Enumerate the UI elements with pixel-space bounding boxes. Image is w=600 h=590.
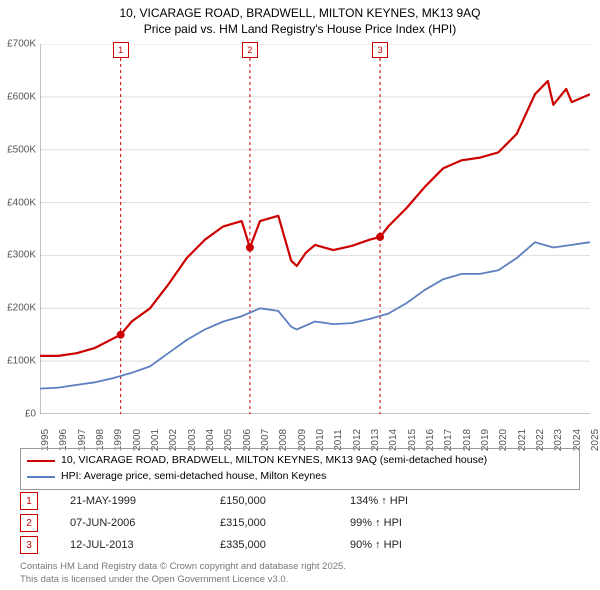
title-line-2: Price paid vs. HM Land Registry's House … [0, 22, 600, 38]
chart-svg [40, 44, 590, 414]
legend-item-1: 10, VICARAGE ROAD, BRADWELL, MILTON KEYN… [27, 453, 573, 469]
sale-hpi: 134% ↑ HPI [350, 495, 580, 507]
y-tick-label: £0 [25, 409, 36, 420]
footer-line-1: Contains HM Land Registry data © Crown c… [20, 561, 346, 573]
y-tick-label: £300K [7, 250, 36, 261]
legend: 10, VICARAGE ROAD, BRADWELL, MILTON KEYN… [20, 448, 580, 490]
sale-row: 1 21-MAY-1999£150,000134% ↑ HPI [20, 490, 580, 512]
sale-row: 2 07-JUN-2006£315,00099% ↑ HPI [20, 512, 580, 534]
sale-price: £150,000 [220, 495, 350, 507]
legend-item-2: HPI: Average price, semi-detached house,… [27, 469, 573, 485]
y-tick-label: £500K [7, 144, 36, 155]
legend-swatch-2 [27, 476, 55, 478]
sale-date: 21-MAY-1999 [70, 495, 220, 507]
sale-date: 07-JUN-2006 [70, 517, 220, 529]
legend-swatch-1 [27, 460, 55, 462]
sale-marker-badge: 2 [242, 42, 258, 58]
legend-label-2: HPI: Average price, semi-detached house,… [61, 469, 326, 485]
chart-plot-area: 1 2 3 [40, 44, 590, 414]
chart-title: 10, VICARAGE ROAD, BRADWELL, MILTON KEYN… [0, 0, 600, 37]
y-tick-label: £200K [7, 303, 36, 314]
footer: Contains HM Land Registry data © Crown c… [20, 561, 346, 586]
footer-line-2: This data is licensed under the Open Gov… [20, 574, 346, 586]
x-axis: 1995199619971998199920002001200220032004… [40, 416, 590, 446]
y-tick-label: £600K [7, 91, 36, 102]
sale-price: £315,000 [220, 517, 350, 529]
sale-marker-badge: 1 [113, 42, 129, 58]
sale-hpi: 90% ↑ HPI [350, 539, 580, 551]
sale-marker-badge: 3 [372, 42, 388, 58]
chart-container: 10, VICARAGE ROAD, BRADWELL, MILTON KEYN… [0, 0, 600, 590]
y-tick-label: £400K [7, 197, 36, 208]
sale-badge: 3 [20, 536, 38, 554]
sale-row: 3 12-JUL-2013£335,00090% ↑ HPI [20, 534, 580, 556]
sale-badge: 2 [20, 514, 38, 532]
y-tick-label: £100K [7, 356, 36, 367]
x-tick-label: 2025 [590, 429, 600, 451]
sale-price: £335,000 [220, 539, 350, 551]
sale-badge: 1 [20, 492, 38, 510]
y-axis: £0£100K£200K£300K£400K£500K£600K£700K [0, 44, 38, 414]
sale-hpi: 99% ↑ HPI [350, 517, 580, 529]
title-line-1: 10, VICARAGE ROAD, BRADWELL, MILTON KEYN… [0, 6, 600, 22]
sale-date: 12-JUL-2013 [70, 539, 220, 551]
sales-table: 1 21-MAY-1999£150,000134% ↑ HPI 2 07-JUN-20… [20, 490, 580, 556]
y-tick-label: £700K [7, 39, 36, 50]
legend-label-1: 10, VICARAGE ROAD, BRADWELL, MILTON KEYN… [61, 453, 487, 469]
